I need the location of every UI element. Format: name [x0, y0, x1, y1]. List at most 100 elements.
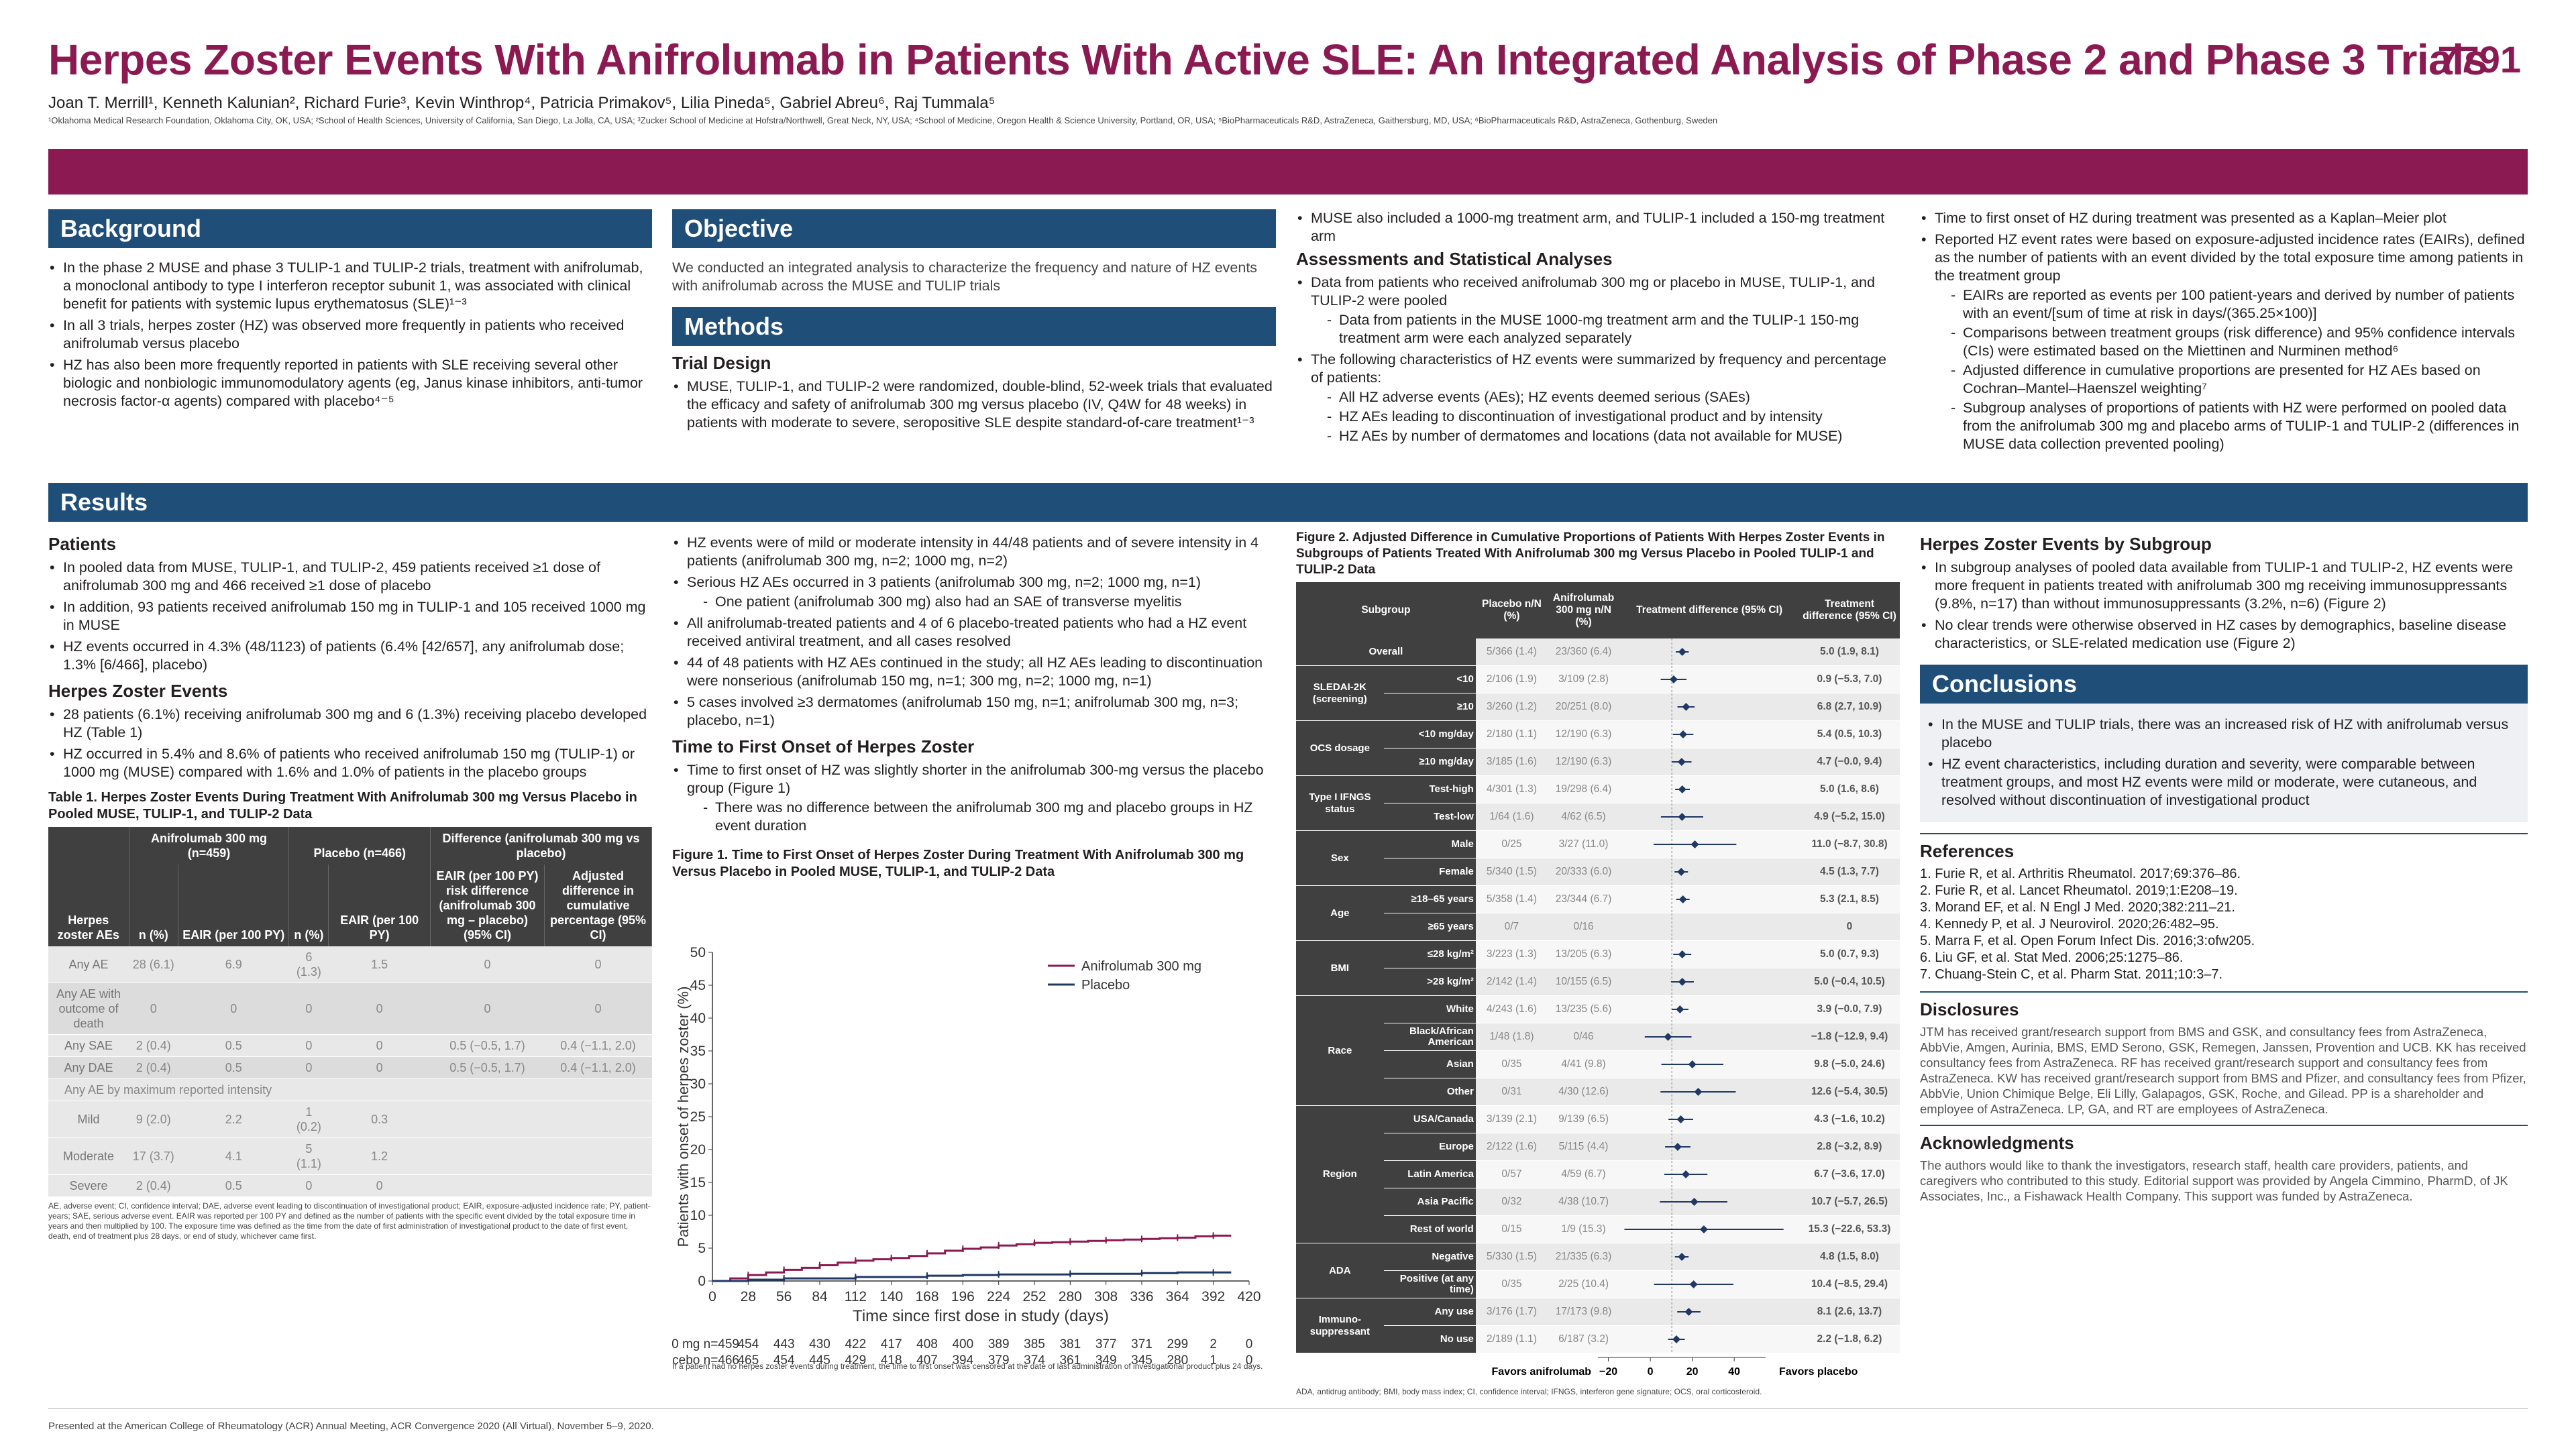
- forest-anifrolumab-cell: 10/155 (6.5): [1547, 968, 1620, 996]
- table1-intensity-label: Any AE by maximum reported intensity: [48, 1078, 652, 1101]
- x-tick-label: 28: [741, 1289, 756, 1304]
- forest-subgroup-label: White: [1383, 995, 1476, 1023]
- hz-details-subbullet: One patient (anifrolumab 300 mg) also ha…: [687, 593, 1276, 611]
- forest-ci-value: −1.8 (−12.9, 9.4): [1799, 1023, 1900, 1051]
- conclusions-box: In the MUSE and TULIP trials, there was …: [1920, 704, 2528, 822]
- forest-subgroup-label: Europe: [1383, 1133, 1476, 1161]
- forest-placebo-cell: 0/15: [1475, 1215, 1548, 1243]
- poster-title: Herpes Zoster Events With Anifrolumab in…: [48, 36, 2487, 84]
- forest-anifrolumab-cell: 12/190 (6.3): [1547, 748, 1620, 776]
- forest-subgroup-label: Asian: [1383, 1050, 1476, 1078]
- table1-cell: 0: [129, 983, 178, 1035]
- results-column-2: HZ events were of mild or moderate inten…: [672, 534, 1276, 881]
- table1-header: Adjusted difference in cumulative percen…: [544, 865, 652, 946]
- forest-subgroup-label: <10: [1383, 665, 1476, 693]
- forest-row: BMI ≤28 kg/m² 3/223 (1.3) 13/205 (6.3) 5.0 (…: [1296, 940, 1900, 996]
- assessment-subbullet: All HZ adverse events (AEs); HZ events d…: [1311, 388, 1900, 406]
- table1-cell: 6 (1.3): [288, 946, 329, 983]
- table1-cell: 2 (0.4): [129, 1174, 178, 1197]
- x-tick-label: 168: [915, 1289, 938, 1304]
- background-list: In the phase 2 MUSE and phase 3 TULIP-1 …: [48, 259, 652, 410]
- forest-plot-cell: [1671, 886, 1690, 913]
- forest-plot-cell: [1671, 858, 1688, 885]
- risk-table-value: 0: [1246, 1337, 1253, 1351]
- forest-placebo-cell: 0/25: [1475, 830, 1548, 858]
- forest-subgroup-label: Rest of world: [1383, 1215, 1476, 1243]
- risk-table-value: 377: [1095, 1337, 1117, 1351]
- forest-anifrolumab-cell: 2/25 (10.4): [1547, 1270, 1620, 1298]
- forest-anifrolumab-cell: 19/298 (6.4): [1547, 775, 1620, 803]
- forest-ci-value: 4.7 (−0.0, 9.4): [1799, 748, 1900, 776]
- forest-point-estimate: [1678, 813, 1686, 821]
- forest-anifrolumab-cell: 23/360 (6.4): [1547, 638, 1620, 666]
- forest-plot-cell: [1671, 1298, 1701, 1325]
- table1-cell: 0: [430, 946, 545, 983]
- forest-subgroup-label: ≥10 mg/day: [1383, 748, 1476, 776]
- results-column-4: Herpes Zoster Events by Subgroup In subg…: [1920, 534, 2528, 1204]
- hz-events-heading: Herpes Zoster Events: [48, 681, 228, 701]
- forest-subgroup-label: Latin America: [1383, 1160, 1476, 1188]
- table1-header: EAIR (per 100 PY): [328, 865, 431, 946]
- forest-row: ADA Negative 5/330 (1.5) 21/335 (6.3) 4.8 (1…: [1296, 1243, 1900, 1298]
- forest-plot-cell: [1664, 1161, 1708, 1188]
- table1-header: n (%): [288, 865, 329, 946]
- background-heading: Background: [48, 209, 652, 248]
- subgroup-bullet: In subgroup analyses of pooled data avai…: [1920, 559, 2528, 613]
- x-tick-label: 56: [776, 1289, 792, 1304]
- forest-anifrolumab-cell: 4/59 (6.7): [1547, 1160, 1620, 1188]
- background-bullet: In the phase 2 MUSE and phase 3 TULIP-1 …: [48, 259, 652, 313]
- forest-point-estimate: [1678, 1253, 1686, 1261]
- forest-point-estimate: [1674, 1143, 1682, 1151]
- table1: Herpes zoster AEs Anifrolumab 300 mg (n=…: [48, 827, 652, 1197]
- table1-cell: 28 (6.1): [129, 946, 178, 983]
- forest-row: Black/African American 1/48 (1.8) 0/46 −1.8…: [1296, 1023, 1900, 1051]
- risk-table-value: 454: [773, 1353, 795, 1368]
- table1-row-label: Severe: [48, 1174, 129, 1197]
- statistics-bullet: Reported HZ event rates were based on ex…: [1920, 231, 2528, 453]
- reference-item: 4. Kennedy P, et al. J Neurovirol. 2020;…: [1920, 917, 2219, 932]
- forest-plot-cell: [1624, 1216, 1784, 1243]
- forest-anifrolumab-cell: 0/16: [1547, 913, 1620, 941]
- forest-row: ≥10 mg/day 3/185 (1.6) 12/190 (6.3) 4.7 (−0…: [1296, 748, 1900, 776]
- risk-table-value: 0: [1246, 1353, 1253, 1368]
- hz-events-bullet: 28 patients (6.1%) receiving anifrolumab…: [48, 706, 652, 742]
- author-list: Joan T. Merrill¹, Kenneth Kalunian², Ric…: [48, 94, 996, 112]
- y-axis-title: Patients with onset of herpes zoster (%): [675, 987, 692, 1247]
- forest-group-label: SLEDAI-2K (screening): [1296, 665, 1384, 721]
- statistics-list: Time to first onset of HZ during treatme…: [1920, 209, 2528, 453]
- forest-anifrolumab-cell: 12/190 (6.3): [1547, 720, 1620, 748]
- forest-row: Latin America 0/57 4/59 (6.7) 6.7 (−3.6, 17…: [1296, 1160, 1900, 1188]
- figure2-header-placebo: Placebo n/N (%): [1475, 582, 1548, 638]
- table1-row: Any DAE 2 (0.4) 0.5 0 0 0.5 (−0.5, 1.7) 0.4 (−…: [48, 1056, 652, 1079]
- table1-cell: 0.5: [178, 1056, 289, 1079]
- forest-subgroup-label: Test-high: [1383, 775, 1476, 803]
- x-tick-label: 196: [951, 1289, 975, 1304]
- risk-table-value: 417: [881, 1337, 902, 1351]
- forest-point-estimate: [1678, 950, 1686, 958]
- table1-cell: 0.5 (−0.5, 1.7): [430, 1056, 545, 1079]
- forest-placebo-cell: 5/366 (1.4): [1475, 638, 1548, 666]
- results-column-1: Patients In pooled data from MUSE, TULIP…: [48, 534, 652, 1241]
- figure2-header-anifrolumab: Anifrolumab 300 mg n/N (%): [1547, 582, 1620, 638]
- forest-subgroup-label: Overall: [1296, 638, 1476, 666]
- forest-ci-value: 4.8 (1.5, 8.0): [1799, 1243, 1900, 1271]
- x-tick-label: 140: [879, 1289, 903, 1304]
- assessment-subbullet: HZ AEs by number of dermatomes and locat…: [1311, 427, 1900, 445]
- forest-row: Rest of world 0/15 1/9 (15.3) 15.3 (−22.6, …: [1296, 1215, 1900, 1243]
- table1-header: EAIR (per 100 PY) risk difference (anifr…: [430, 865, 545, 946]
- forest-row: Test-low 1/64 (1.6) 4/62 (6.5) 4.9 (−5.2, 1…: [1296, 803, 1900, 831]
- forest-placebo-cell: 3/185 (1.6): [1475, 748, 1548, 776]
- forest-point-estimate: [1682, 703, 1690, 711]
- forest-point-estimate: [1700, 1225, 1709, 1233]
- conclusions-list: In the MUSE and TULIP trials, there was …: [1927, 716, 2521, 810]
- table1-cell: 0: [328, 1056, 431, 1079]
- forest-ci-value: 15.3 (−22.6, 53.3): [1799, 1215, 1900, 1243]
- references-heading: References: [1920, 841, 2015, 861]
- forest-placebo-cell: 5/340 (1.5): [1475, 858, 1548, 886]
- table1-cell: 0.5: [178, 1174, 289, 1197]
- forest-plot-cell: [1661, 1051, 1724, 1078]
- risk-table-label: Ani 300 mg n=459: [672, 1337, 739, 1351]
- y-tick-label: 35: [690, 1044, 706, 1059]
- figure2-table: Subgroup Placebo n/N (%) Anifrolumab 300…: [1296, 582, 1900, 1353]
- forest-anifrolumab-cell: 6/187 (3.2): [1547, 1325, 1620, 1353]
